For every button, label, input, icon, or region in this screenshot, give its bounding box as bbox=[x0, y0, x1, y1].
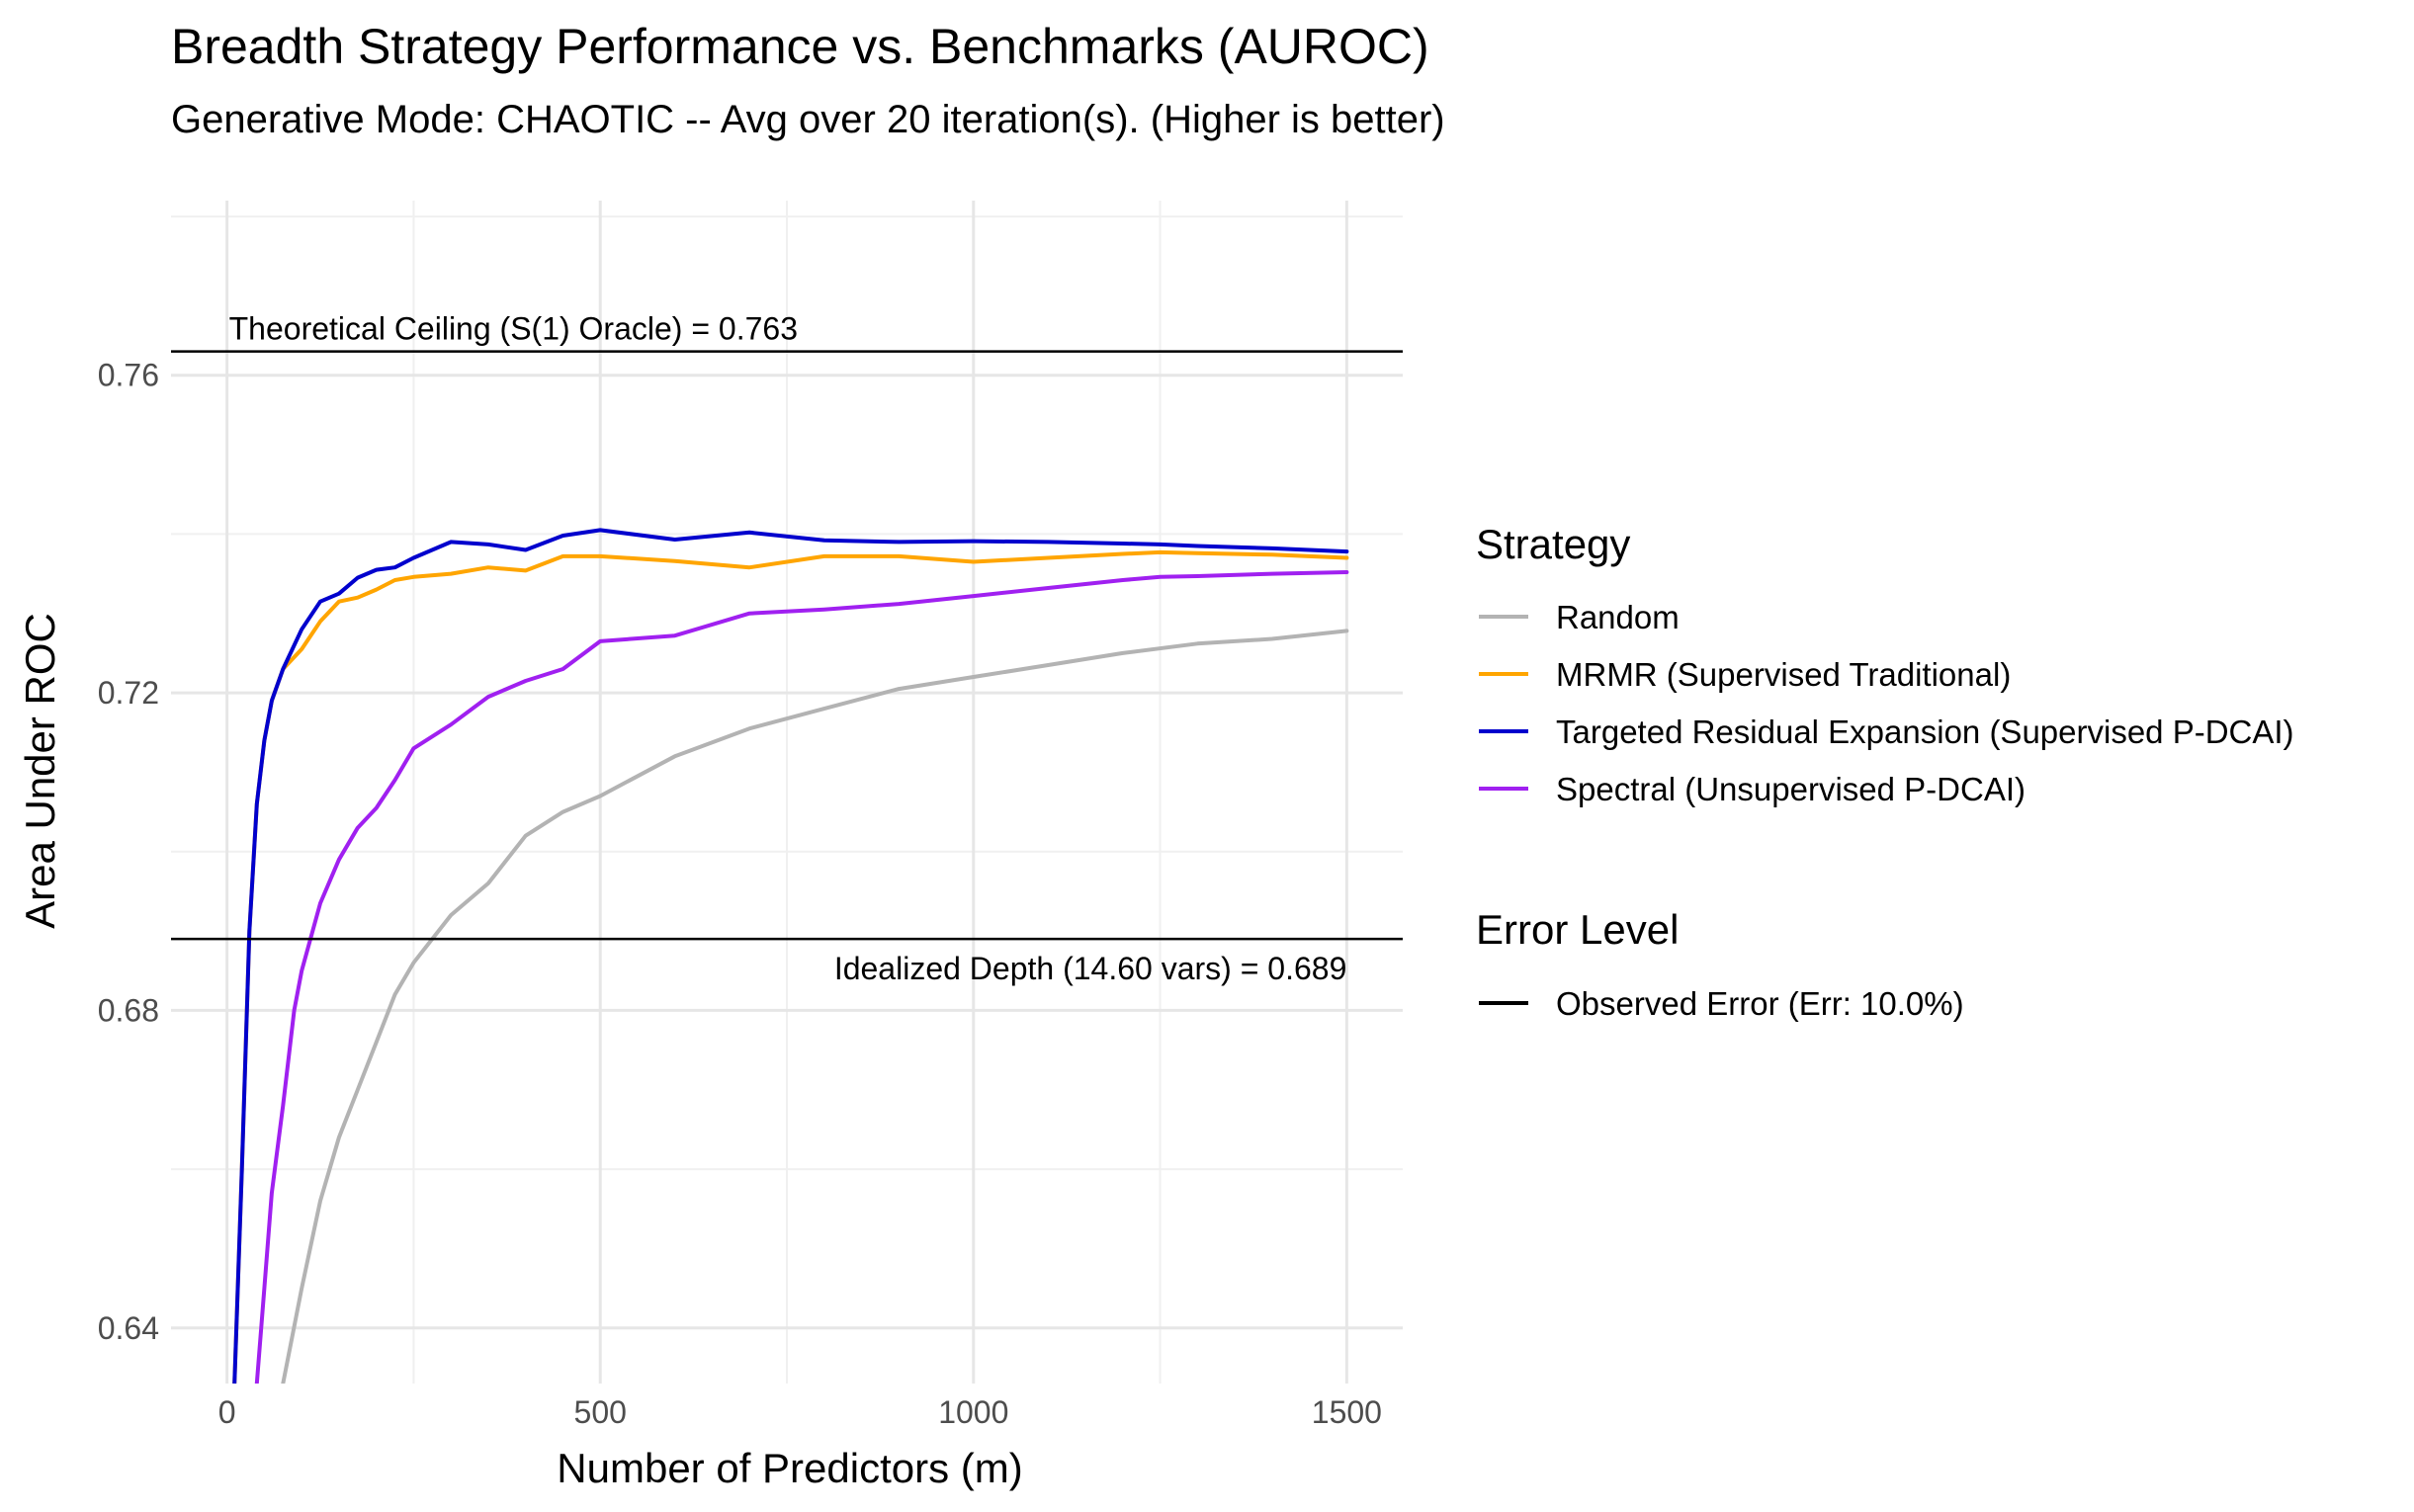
y-tick-label: 0.64 bbox=[98, 1310, 159, 1346]
series-line-4 bbox=[254, 570, 1349, 1384]
grid-minor bbox=[171, 201, 1403, 1384]
y-tick-label: 0.76 bbox=[98, 358, 159, 393]
x-axis-ticks: 0 500 1000 1500 bbox=[218, 1394, 1382, 1430]
y-axis-title: Area Under ROC bbox=[17, 613, 63, 929]
x-tick-label: 500 bbox=[574, 1394, 627, 1430]
series-lines bbox=[232, 528, 1349, 1384]
plot-area: Theoretical Ceiling (S(1) Oracle) = 0.76… bbox=[171, 201, 1403, 1384]
y-axis-ticks: 0.64 0.68 0.72 0.76 bbox=[98, 358, 159, 1346]
series-line-3 bbox=[232, 528, 1349, 1384]
series-line-1 bbox=[281, 629, 1349, 1384]
x-axis-title: Number of Predictors (m) bbox=[557, 1445, 1022, 1491]
chart-subtitle: Generative Mode: CHAOTIC -- Avg over 20 … bbox=[171, 98, 1445, 141]
legend-label: MRMR (Supervised Traditional) bbox=[1556, 656, 2011, 693]
legend-label: Random bbox=[1556, 599, 1680, 635]
x-tick-label: 0 bbox=[218, 1394, 236, 1430]
legend-title: Strategy bbox=[1476, 521, 1630, 567]
legend-label: Targeted Residual Expansion (Supervised … bbox=[1556, 714, 2294, 750]
legend-title: Error Level bbox=[1476, 906, 1679, 953]
grid-major bbox=[171, 201, 1403, 1384]
legend-label: Observed Error (Err: 10.0%) bbox=[1556, 985, 1964, 1022]
legend-label: Spectral (Unsupervised P-DCAI) bbox=[1556, 771, 2026, 807]
x-tick-label: 1000 bbox=[938, 1394, 1008, 1430]
y-tick-label: 0.72 bbox=[98, 675, 159, 711]
legends: Strategy Random MRMR (Supervised Tradition… bbox=[1476, 521, 2294, 1022]
reference-lines: Theoretical Ceiling (S(1) Oracle) = 0.76… bbox=[171, 311, 1403, 986]
reference-line-label: Idealized Depth (14.60 vars) = 0.689 bbox=[834, 951, 1347, 986]
reference-line-label: Theoretical Ceiling (S(1) Oracle) = 0.76… bbox=[229, 311, 798, 347]
y-tick-label: 0.68 bbox=[98, 992, 159, 1028]
x-tick-label: 1500 bbox=[1312, 1394, 1382, 1430]
chart-title: Breadth Strategy Performance vs. Benchma… bbox=[171, 19, 1429, 74]
